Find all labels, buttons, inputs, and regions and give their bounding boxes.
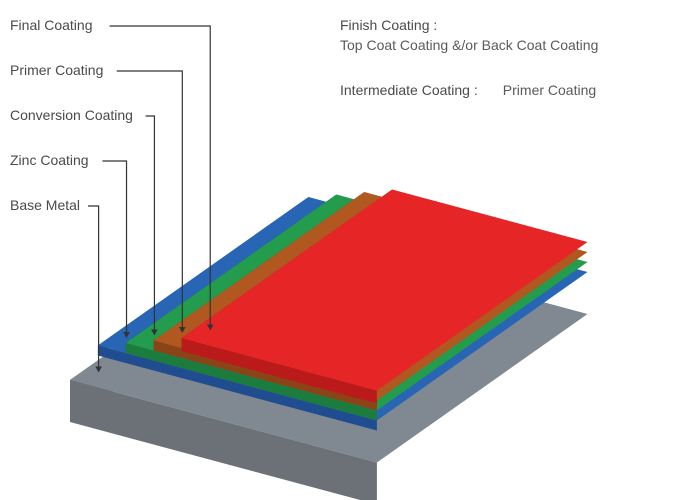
desc-sub-1: Primer Coating: [503, 82, 596, 98]
label-conversion: Conversion Coating: [10, 107, 133, 123]
label-final: Final Coating: [10, 17, 93, 33]
label-base: Base Metal: [10, 197, 80, 213]
desc-title-1: Intermediate Coating :: [340, 82, 478, 98]
desc-title-0: Finish Coating :: [340, 17, 437, 33]
label-zinc: Zinc Coating: [10, 152, 89, 168]
desc-sub-0: Top Coat Coating &/or Back Coat Coating: [340, 37, 598, 53]
label-primer: Primer Coating: [10, 62, 103, 78]
